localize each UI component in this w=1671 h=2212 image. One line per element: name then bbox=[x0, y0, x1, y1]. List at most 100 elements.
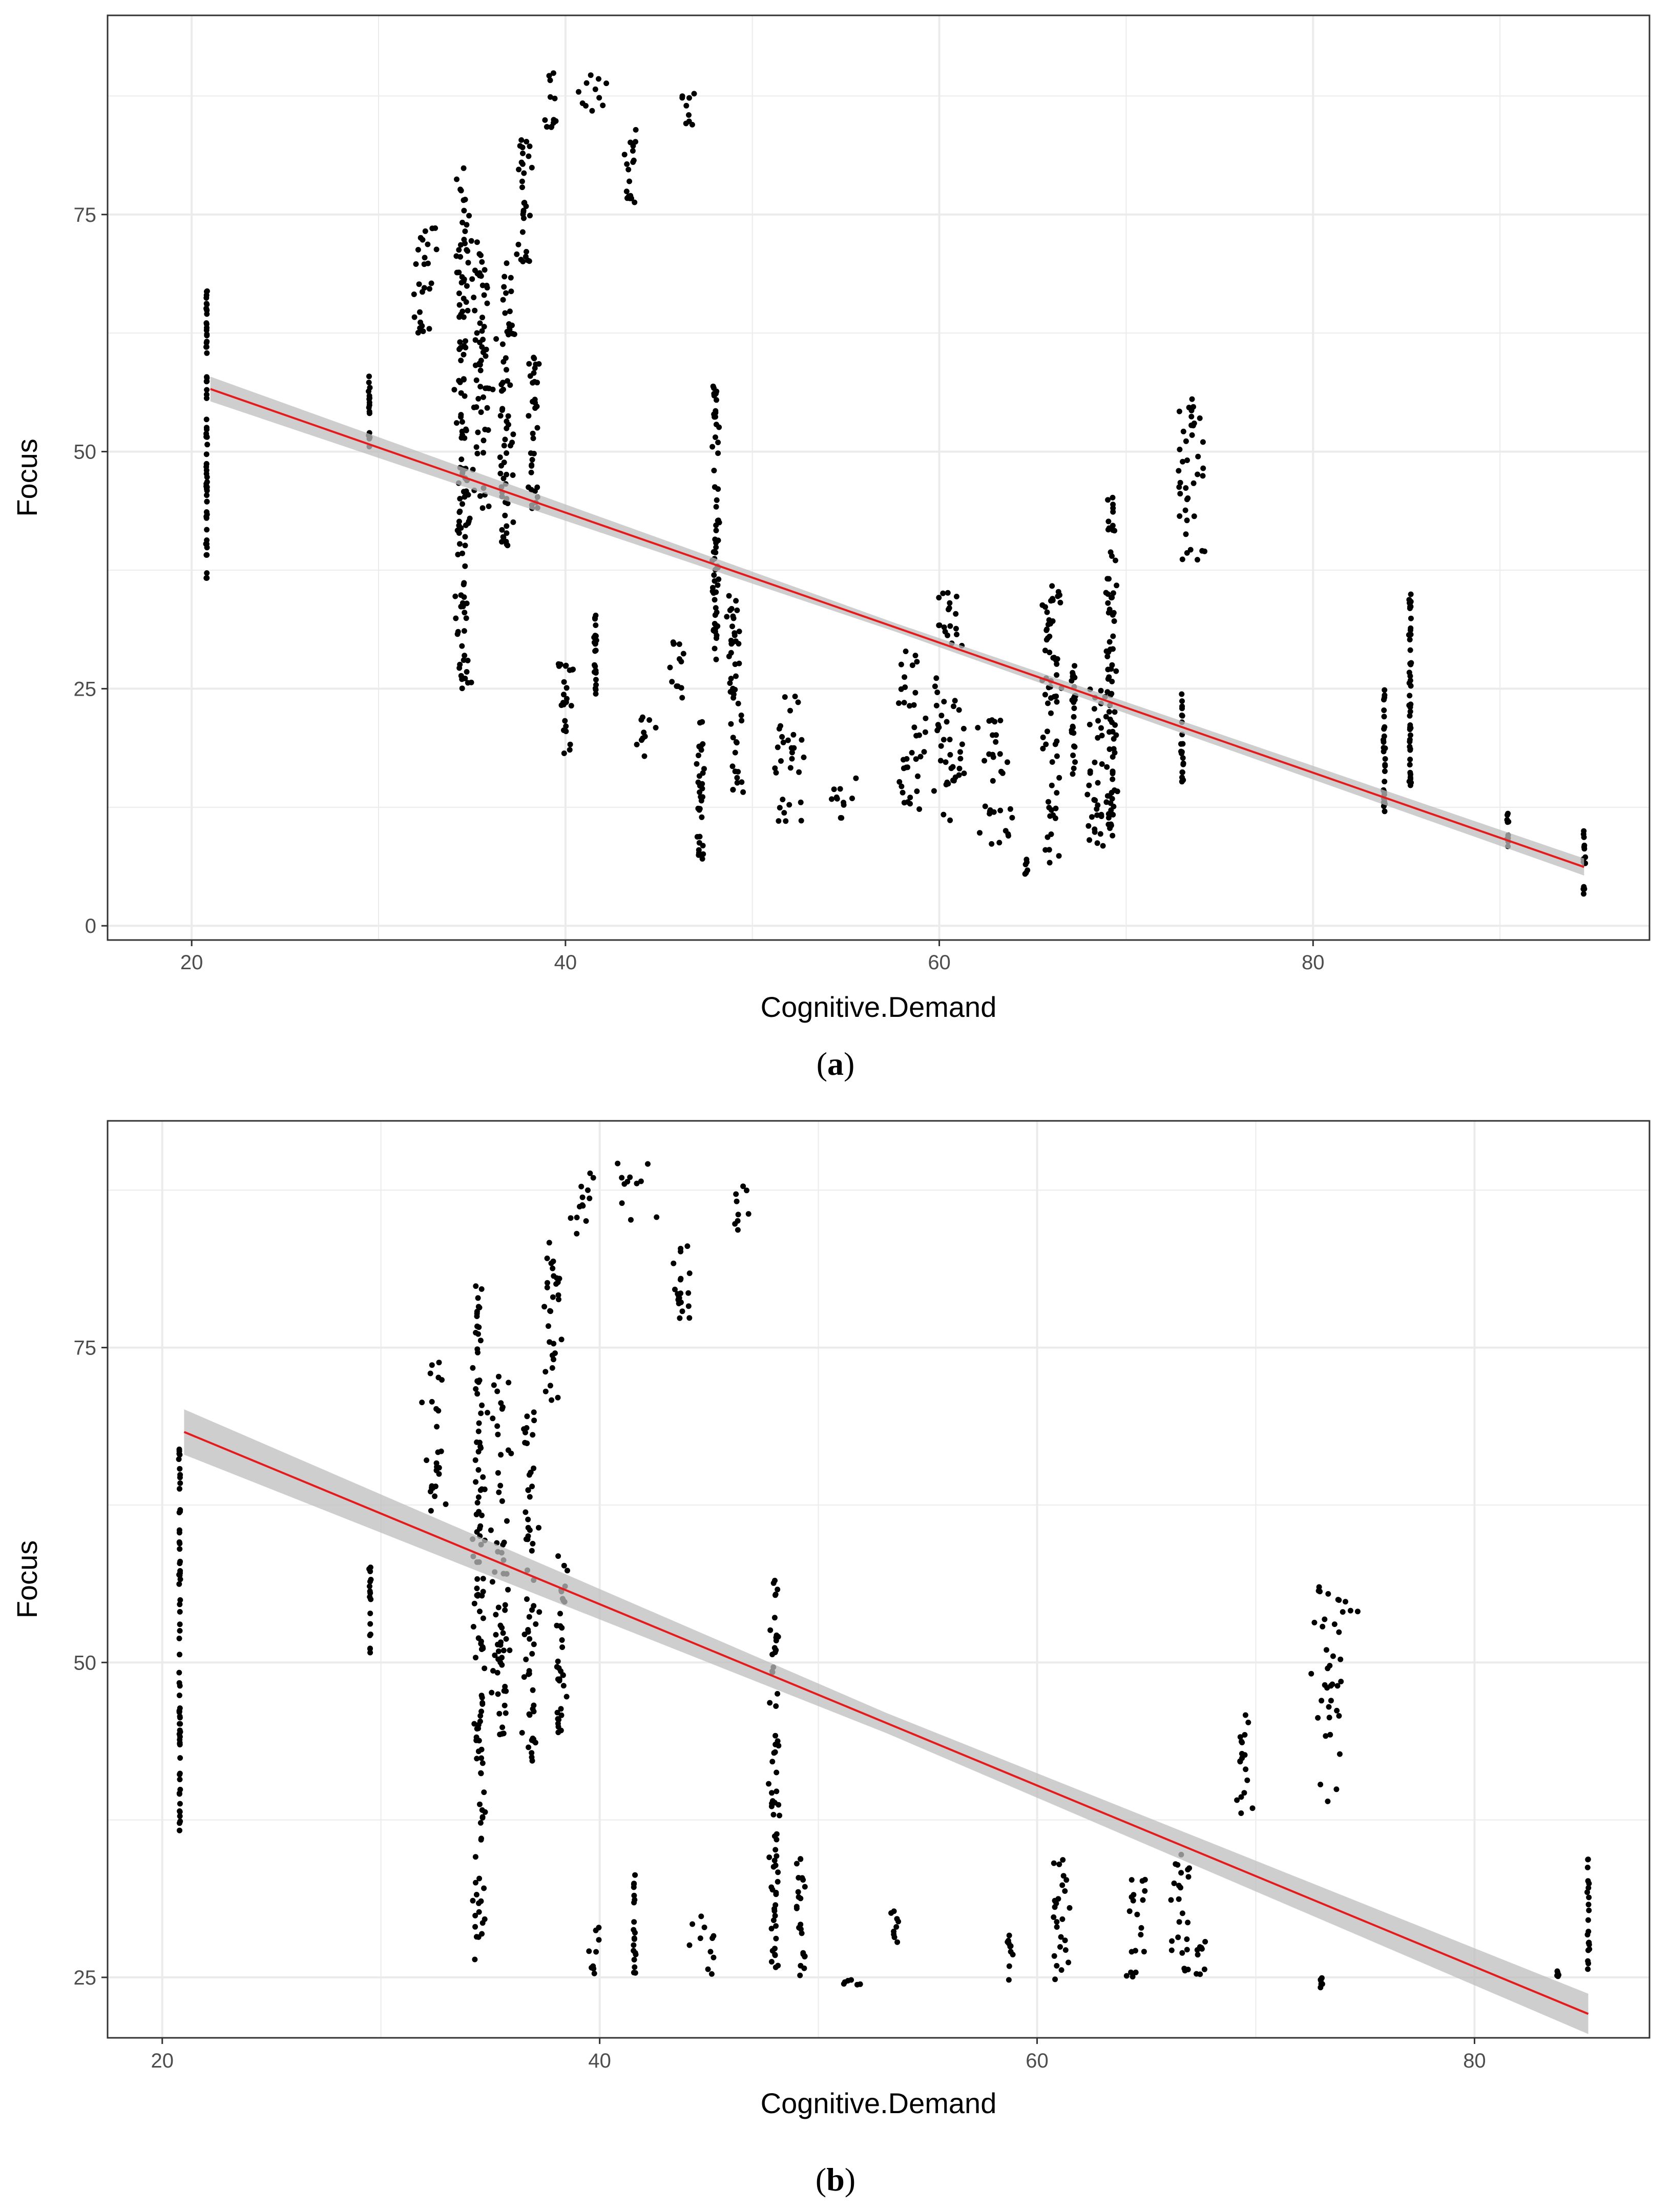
data-point bbox=[1008, 1943, 1014, 1949]
data-point bbox=[468, 238, 474, 244]
data-point bbox=[780, 739, 786, 745]
data-point bbox=[954, 632, 959, 637]
data-point bbox=[740, 1183, 746, 1190]
data-point bbox=[204, 350, 210, 356]
data-point bbox=[624, 161, 630, 167]
data-point bbox=[1381, 707, 1387, 713]
data-point bbox=[913, 756, 919, 762]
data-point bbox=[696, 773, 702, 779]
data-point bbox=[529, 456, 535, 463]
data-point bbox=[501, 443, 507, 449]
data-point bbox=[1110, 590, 1116, 596]
data-point bbox=[676, 641, 682, 647]
data-point bbox=[696, 850, 702, 856]
data-point bbox=[896, 700, 902, 706]
data-point bbox=[911, 724, 917, 731]
data-point bbox=[204, 331, 210, 338]
data-point bbox=[981, 758, 988, 764]
data-point bbox=[534, 380, 540, 386]
data-point bbox=[1054, 661, 1060, 667]
data-point bbox=[1381, 739, 1387, 745]
data-point bbox=[1059, 1916, 1066, 1922]
data-point bbox=[556, 1678, 562, 1684]
data-point bbox=[1338, 1679, 1344, 1684]
data-point bbox=[1382, 808, 1388, 815]
data-point bbox=[732, 749, 738, 756]
data-point bbox=[912, 690, 918, 696]
data-point bbox=[203, 433, 210, 440]
data-point bbox=[1130, 1974, 1136, 1980]
data-point bbox=[997, 718, 1004, 723]
data-point bbox=[497, 1483, 504, 1489]
data-point bbox=[771, 1645, 778, 1651]
data-point bbox=[508, 288, 514, 295]
data-point bbox=[991, 809, 997, 815]
caption-b: (b) bbox=[815, 2161, 856, 2198]
data-point bbox=[1191, 420, 1197, 426]
data-point bbox=[518, 137, 525, 143]
data-point bbox=[469, 276, 475, 282]
data-point bbox=[561, 679, 567, 685]
data-point bbox=[993, 739, 999, 745]
data-point bbox=[501, 1688, 507, 1694]
data-point bbox=[1180, 755, 1186, 761]
data-point bbox=[686, 1942, 693, 1948]
data-point bbox=[960, 725, 967, 732]
data-point bbox=[941, 699, 947, 705]
data-point bbox=[713, 504, 719, 510]
data-point bbox=[177, 1740, 183, 1746]
data-point bbox=[905, 799, 911, 805]
data-point bbox=[177, 1734, 183, 1740]
data-point bbox=[1176, 1896, 1182, 1902]
data-point bbox=[1199, 1946, 1205, 1952]
data-point bbox=[630, 159, 636, 165]
data-point bbox=[542, 1388, 549, 1394]
data-point bbox=[457, 339, 463, 345]
data-point bbox=[471, 295, 477, 301]
data-point bbox=[1049, 583, 1055, 589]
data-point bbox=[1319, 1698, 1325, 1704]
data-point bbox=[1095, 735, 1101, 741]
data-point bbox=[793, 1905, 800, 1911]
data-point bbox=[521, 170, 527, 176]
data-point bbox=[504, 450, 510, 456]
data-point bbox=[947, 623, 953, 629]
data-point bbox=[458, 456, 465, 463]
data-point bbox=[204, 474, 210, 480]
data-point bbox=[713, 528, 719, 533]
data-point bbox=[1336, 1629, 1342, 1635]
data-point bbox=[574, 1230, 580, 1237]
data-point bbox=[527, 213, 533, 219]
data-point bbox=[454, 269, 460, 276]
data-point bbox=[696, 753, 701, 759]
data-point bbox=[523, 203, 529, 210]
data-point bbox=[1184, 517, 1190, 524]
data-point bbox=[1183, 438, 1189, 444]
data-point bbox=[728, 676, 734, 682]
data-point bbox=[1058, 1934, 1064, 1940]
data-point bbox=[555, 1292, 561, 1298]
data-point bbox=[560, 1683, 567, 1689]
data-point bbox=[1126, 1908, 1133, 1914]
data-point bbox=[739, 718, 745, 724]
data-point bbox=[1089, 814, 1095, 820]
data-point bbox=[1354, 1609, 1361, 1615]
data-point bbox=[1194, 1947, 1200, 1953]
x-tick-label: 60 bbox=[928, 951, 951, 974]
data-point bbox=[1238, 1794, 1244, 1800]
data-point bbox=[499, 1406, 505, 1412]
data-point bbox=[476, 1420, 482, 1426]
data-point bbox=[831, 786, 837, 792]
data-point bbox=[1058, 1967, 1064, 1973]
data-point bbox=[367, 1646, 373, 1652]
data-point bbox=[508, 275, 514, 281]
data-point bbox=[589, 1965, 595, 1971]
data-point bbox=[683, 102, 690, 109]
data-point bbox=[500, 380, 506, 386]
data-point bbox=[476, 1900, 482, 1906]
data-point bbox=[422, 228, 428, 234]
data-point bbox=[798, 818, 804, 824]
data-point bbox=[461, 377, 467, 383]
data-point bbox=[549, 1397, 555, 1403]
data-point bbox=[1200, 439, 1206, 445]
